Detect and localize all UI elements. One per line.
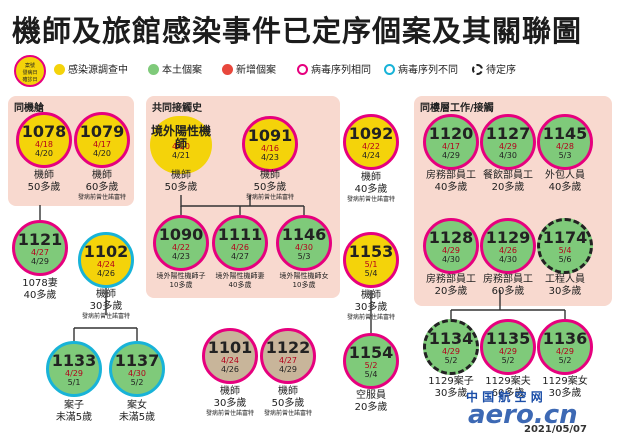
case-1122-label: 機師 50多歲 發病前曾住諾富特 xyxy=(263,386,312,417)
case-1128-label: 房務部員工 20多歲 xyxy=(426,274,476,297)
case-1137-node[interactable]: 1137 4/30 5/2 xyxy=(109,341,165,397)
case-1120-label: 房務部員工 40多歲 xyxy=(426,170,476,193)
panel-label-same-cabin: 同機艙 xyxy=(14,103,44,114)
case-1129-node[interactable]: 1129 4/26 4/30 xyxy=(480,218,536,274)
red-dot-icon xyxy=(222,64,233,75)
case-1101-node[interactable]: 1101 4/24 4/26 xyxy=(202,328,258,384)
case-1145-label: 外包人員 40多歲 xyxy=(545,170,585,193)
case-1129-label: 房務部員工 60多歲 xyxy=(483,274,533,297)
case-1154-node[interactable]: 1154 5/2 5/4 xyxy=(343,333,399,389)
case-1146-node[interactable]: 1146 4/30 5/3 xyxy=(276,215,332,271)
case-1120-node[interactable]: 1120 4/17 4/29 xyxy=(423,114,479,170)
legend-item-pending: 待定序 xyxy=(472,64,516,78)
page-title: 機師及旅館感染事件已定序個案及其關聯圖 xyxy=(12,14,583,48)
case-1078-node[interactable]: 1078 4/18 4/20 xyxy=(16,112,72,168)
case-1174-label: 工程人員 30多歲 xyxy=(545,274,585,297)
case-1136-label: 1129案女 30多歲 xyxy=(542,376,588,399)
overseas-pilot-node[interactable]: 境外陽性機師 4/20 4/21 xyxy=(150,116,212,174)
case-1134-label: 1129案子 30多歲 xyxy=(428,376,474,399)
legend-item-new: 新增個案 xyxy=(222,64,276,78)
case-1145-node[interactable]: 1145 4/28 5/3 xyxy=(537,114,593,170)
case-1111-node[interactable]: 1111 4/26 4/27 xyxy=(212,215,268,271)
overseas-pilot-label: 機師 50多歲 xyxy=(164,170,198,193)
case-1127-label: 餐飲部員工 20多歲 xyxy=(483,170,533,193)
case-1091-label: 機師 50多歲 發病前曾住諾富特 xyxy=(245,170,294,201)
case-1092-node[interactable]: 1092 4/22 4/24 xyxy=(343,114,399,170)
case-1121-label: 1078妻 40多歲 xyxy=(22,278,58,301)
legend-sample-case: 案號 xyxy=(24,63,35,69)
dashed-ring-icon xyxy=(472,64,483,75)
case-1090-label: 境外陽性機師子 10多歲 xyxy=(156,272,206,289)
case-1174-node[interactable]: 1174 5/4 5/6 xyxy=(537,218,593,274)
case-1153-node[interactable]: 1153 5/1 5/4 xyxy=(343,232,399,288)
case-1079-label: 機師 60多歲 發病前曾住諾富特 xyxy=(77,170,126,201)
case-1136-node[interactable]: 1136 4/29 5/2 xyxy=(537,319,593,375)
case-1135-node[interactable]: 1135 4/29 5/2 xyxy=(480,319,536,375)
legend: 案號 發病日 確診日 感染源調查中 本土個案 新增個案 病毒序列相同 病毒序列不… xyxy=(14,55,614,87)
case-1078-label: 機師 50多歲 xyxy=(27,170,61,193)
legend-item-investigating: 感染源調查中 xyxy=(54,64,128,78)
case-1092-label: 機師 40多歲 發病前曾住諾富特 xyxy=(346,172,395,203)
yellow-dot-icon xyxy=(54,64,65,75)
blue-ring-icon xyxy=(384,64,395,75)
panel-label-common-contact: 共同接觸史 xyxy=(152,103,202,114)
legend-sample-onset: 發病日 xyxy=(22,70,38,76)
case-1091-node[interactable]: 1091 4/16 4/23 xyxy=(242,116,298,172)
case-1122-node[interactable]: 1122 4/27 4/29 xyxy=(260,328,316,384)
legend-item-same-sequence: 病毒序列相同 xyxy=(297,64,371,78)
case-1135-label: 1129案夫 60多歲 xyxy=(485,376,531,399)
legend-sample-confirmed: 確診日 xyxy=(22,77,38,83)
panel-label-same-floor: 同樓層工作/接觸 xyxy=(420,103,494,114)
case-1111-label: 境外陽性機師妻 40多歲 xyxy=(215,272,265,289)
legend-item-diff-sequence: 病毒序列不同 xyxy=(384,64,458,78)
legend-sample-node: 案號 發病日 確診日 xyxy=(14,55,46,87)
case-1137-label: 案女 未滿5歲 xyxy=(118,400,156,423)
case-1127-node[interactable]: 1127 4/29 4/30 xyxy=(480,114,536,170)
watermark-logo: aero.cn xyxy=(468,400,578,430)
case-1133-node[interactable]: 1133 4/29 5/1 xyxy=(46,341,102,397)
case-1154-label: 空服員 20多歲 xyxy=(354,390,388,413)
magenta-ring-icon xyxy=(297,64,308,75)
watermark-date: 2021/05/07 xyxy=(524,424,587,435)
case-1128-node[interactable]: 1128 4/29 4/30 xyxy=(423,218,479,274)
case-1133-label: 案子 未滿5歲 xyxy=(55,400,93,423)
case-1090-node[interactable]: 1090 4/22 4/23 xyxy=(153,215,209,271)
legend-item-local: 本土個案 xyxy=(148,64,202,78)
case-1101-label: 機師 30多歲 發病前曾住諾富特 xyxy=(205,386,254,417)
watermark-cn: 中 国 航 空 网 xyxy=(466,390,543,404)
case-1102-node[interactable]: 1102 4/24 4/26 xyxy=(78,232,134,288)
case-1146-label: 境外陽性機師女 10多歲 xyxy=(279,272,329,289)
case-1079-node[interactable]: 1079 4/17 4/20 xyxy=(74,112,130,168)
green-dot-icon xyxy=(148,64,159,75)
case-1153-label: 機師 30多歲 發病前曾住諾富特 xyxy=(346,290,395,321)
case-1134-node[interactable]: 1134 4/29 5/2 xyxy=(423,319,479,375)
case-1102-label: 機師 30多歲 發病前曾住諾富特 xyxy=(81,289,130,320)
case-1121-node[interactable]: 1121 4/27 4/29 xyxy=(12,220,68,276)
